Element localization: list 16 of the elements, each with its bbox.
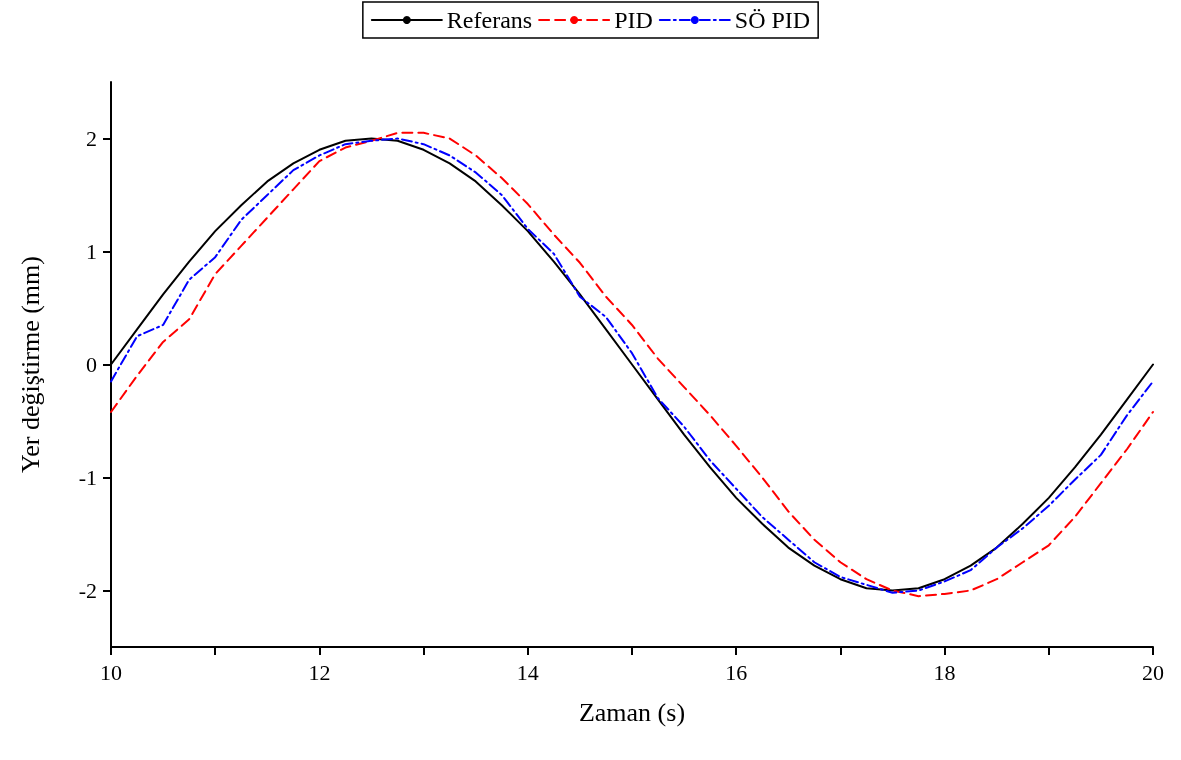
x-axis-title: Zaman (s) bbox=[578, 697, 686, 727]
y-tick-label: 1 bbox=[86, 239, 97, 264]
legend-label: Referans bbox=[446, 7, 533, 33]
y-tick-label: -1 bbox=[78, 465, 97, 490]
y-axis-title: Yer değiştirme (mm) bbox=[15, 256, 45, 473]
legend-label: SÖ PID bbox=[734, 7, 811, 33]
y-tick-label: -2 bbox=[78, 578, 97, 603]
x-tick-label: 10 bbox=[100, 659, 122, 685]
y-tick-label: 2 bbox=[86, 126, 97, 151]
y-tick-label: 0 bbox=[86, 352, 97, 377]
x-tick-label: 16 bbox=[725, 659, 748, 685]
x-tick-label: 14 bbox=[516, 659, 539, 685]
x-tick-label: 18 bbox=[933, 659, 956, 685]
x-tick-label: 20 bbox=[1142, 659, 1164, 685]
x-tick-label: 12 bbox=[308, 659, 331, 685]
legend-label: PID bbox=[614, 7, 653, 33]
